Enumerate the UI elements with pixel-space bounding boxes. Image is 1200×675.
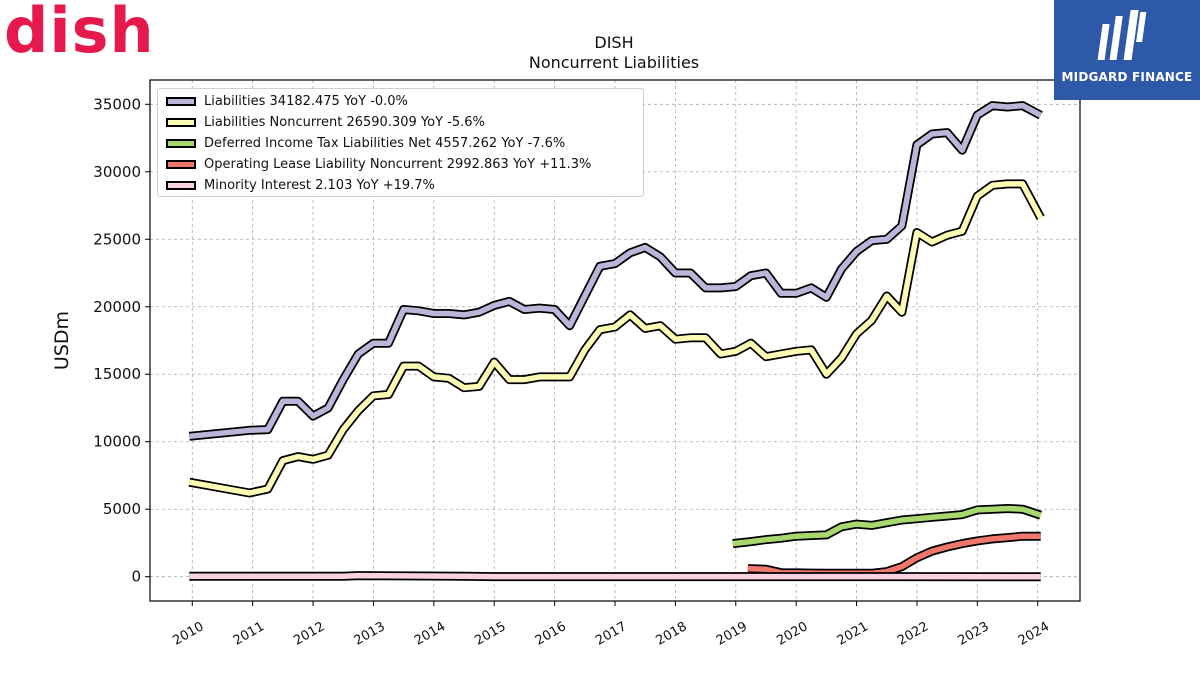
x-tick-label: 2017	[593, 619, 629, 649]
legend-label: Minority Interest 2.103 YoY +19.7%	[204, 177, 435, 193]
y-axis-label: USDm	[51, 311, 73, 370]
x-tick-label: 2015	[472, 619, 508, 649]
midgard-finance-logo: MIDGARD FINANCE	[1054, 0, 1200, 100]
dish-logo: dish	[4, 0, 155, 67]
legend-label: Liabilities Noncurrent 26590.309 YoY -5.…	[204, 114, 485, 130]
x-tick-label: 2023	[956, 619, 992, 649]
y-tick-label: 25000	[93, 230, 141, 248]
legend-swatch	[166, 180, 196, 190]
legend-item: Minority Interest 2.103 YoY +19.7%	[166, 176, 435, 194]
x-tick-label: 2012	[291, 619, 327, 649]
legend-swatch	[166, 96, 196, 106]
x-tick-label: 2013	[352, 619, 388, 649]
midgard-emblem-icon	[1097, 10, 1147, 60]
legend-swatch	[166, 117, 196, 127]
legend-item: Deferred Income Tax Liabilities Net 4557…	[166, 134, 565, 152]
series-lines	[188, 101, 1045, 582]
legend-label: Deferred Income Tax Liabilities Net 4557…	[204, 135, 566, 151]
legend: Liabilities 34182.475 YoY -0.0% Liabilit…	[157, 88, 644, 197]
legend-label: Operating Lease Liability Noncurrent 299…	[204, 156, 592, 172]
x-tick-label: 2024	[1016, 619, 1052, 649]
x-tick-label: 2010	[170, 619, 206, 649]
series-line	[189, 102, 1042, 440]
y-tick-label: 20000	[93, 298, 141, 316]
y-tick-label: 15000	[93, 365, 141, 383]
legend-swatch	[166, 159, 196, 169]
chart-title: DISH	[594, 33, 634, 52]
x-tick-label: 2021	[835, 619, 871, 649]
x-tick-label: 2020	[774, 619, 810, 649]
x-tick-label: 2014	[412, 619, 448, 649]
series-line	[189, 572, 1041, 580]
legend-swatch	[166, 138, 196, 148]
y-tick-label: 0	[131, 568, 141, 586]
x-tick-label: 2022	[895, 619, 931, 649]
series-line	[732, 505, 1042, 547]
x-tick-label: 2019	[714, 619, 750, 649]
x-tick-label: 2011	[231, 619, 267, 649]
legend-label: Liabilities 34182.475 YoY -0.0%	[204, 93, 408, 109]
y-tick-label: 35000	[93, 95, 141, 113]
midgard-finance-wordmark: MIDGARD FINANCE	[1061, 70, 1193, 84]
series-line	[188, 181, 1044, 496]
y-tick-label: 30000	[93, 163, 141, 181]
x-tick-label: 2016	[533, 619, 569, 649]
y-tick-label: 10000	[93, 433, 141, 451]
y-tick-label: 5000	[103, 500, 141, 518]
x-tick-label: 2018	[654, 619, 690, 649]
legend-item: Liabilities Noncurrent 26590.309 YoY -5.…	[166, 113, 485, 131]
legend-item: Operating Lease Liability Noncurrent 299…	[166, 155, 591, 173]
legend-item: Liabilities 34182.475 YoY -0.0%	[166, 92, 408, 110]
chart-subtitle: Noncurrent Liabilities	[528, 53, 700, 72]
